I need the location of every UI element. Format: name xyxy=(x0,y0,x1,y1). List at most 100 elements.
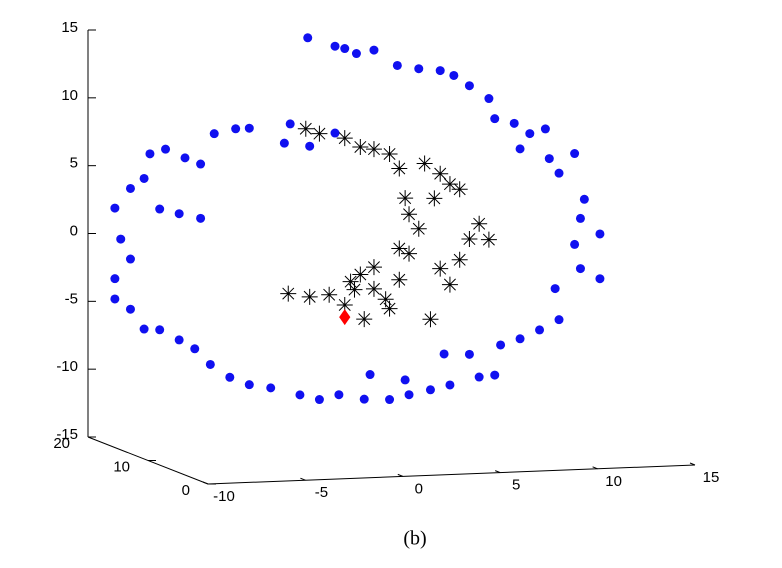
z-tick-label: 15 xyxy=(61,19,78,36)
z-tick-label: 5 xyxy=(70,155,78,172)
point xyxy=(330,41,340,51)
z-tick-label: 10 xyxy=(61,87,78,104)
point xyxy=(285,119,295,129)
point xyxy=(369,45,379,55)
x-tick-label: 0 xyxy=(415,480,423,497)
point xyxy=(303,33,313,43)
point xyxy=(231,124,241,134)
star-point xyxy=(471,215,488,232)
point xyxy=(595,274,605,284)
point xyxy=(515,334,525,344)
star-point xyxy=(336,296,353,313)
star-point xyxy=(381,300,398,317)
star-point xyxy=(432,165,449,182)
point xyxy=(116,234,126,244)
star-point xyxy=(422,311,439,328)
x-axis xyxy=(207,464,696,485)
point xyxy=(330,128,340,138)
x-tick xyxy=(300,477,306,481)
point xyxy=(575,264,585,274)
z-tick-label: -15 xyxy=(56,426,78,443)
point xyxy=(139,324,149,334)
point xyxy=(209,129,219,139)
point xyxy=(334,390,344,400)
point xyxy=(554,168,564,178)
point xyxy=(110,294,120,304)
star-point xyxy=(321,286,338,303)
point xyxy=(464,349,474,359)
star-point xyxy=(416,155,433,172)
star-point xyxy=(297,120,314,137)
x-tick xyxy=(689,462,696,466)
point xyxy=(174,335,184,345)
star-point xyxy=(280,285,297,302)
point xyxy=(490,114,500,124)
point xyxy=(484,94,494,104)
point xyxy=(365,370,375,380)
point xyxy=(464,81,474,91)
point xyxy=(180,153,190,163)
star-point xyxy=(441,276,458,293)
star-point xyxy=(451,251,468,268)
point xyxy=(174,209,184,219)
point xyxy=(414,64,424,74)
star-point xyxy=(451,181,468,198)
star-point xyxy=(365,280,382,297)
star-point xyxy=(461,231,478,248)
point xyxy=(161,144,171,154)
star-point xyxy=(365,141,382,158)
point xyxy=(435,66,445,76)
star-point xyxy=(391,160,408,177)
point xyxy=(305,141,315,151)
point xyxy=(595,229,605,239)
point xyxy=(244,380,254,390)
star-point xyxy=(480,231,497,248)
point xyxy=(314,395,324,405)
star-point xyxy=(391,240,408,257)
star-point xyxy=(365,259,382,276)
point xyxy=(525,129,535,139)
point xyxy=(196,213,206,223)
star-point xyxy=(381,145,398,162)
point xyxy=(474,372,484,382)
x-tick-label: 10 xyxy=(605,473,622,490)
point xyxy=(425,385,435,395)
point xyxy=(496,340,506,350)
point xyxy=(570,239,580,249)
star-point xyxy=(391,271,408,288)
star-point xyxy=(311,125,328,142)
point xyxy=(125,183,135,193)
point xyxy=(445,380,455,390)
point xyxy=(190,344,200,354)
point xyxy=(225,372,235,382)
x-tick-label: 15 xyxy=(703,469,720,486)
star-point xyxy=(377,291,394,308)
point xyxy=(540,124,550,134)
star-point xyxy=(352,138,369,155)
star-point xyxy=(346,281,363,298)
star-point xyxy=(432,260,449,277)
point xyxy=(279,138,289,148)
caption: (b) xyxy=(403,528,426,550)
star-point xyxy=(301,288,318,305)
point xyxy=(575,213,585,223)
point xyxy=(351,49,361,59)
point xyxy=(139,173,149,183)
point xyxy=(509,118,519,128)
point xyxy=(244,123,254,133)
point xyxy=(295,390,305,400)
point xyxy=(340,44,350,54)
x-tick-label: -10 xyxy=(213,488,235,505)
point xyxy=(196,159,206,169)
star-point xyxy=(441,176,458,193)
point xyxy=(550,284,560,294)
point xyxy=(579,194,589,204)
star-point xyxy=(356,311,373,328)
star-point xyxy=(352,266,369,283)
z-tick-label: -5 xyxy=(65,290,78,307)
point xyxy=(400,375,410,385)
point xyxy=(535,325,545,335)
diamond-point xyxy=(339,309,351,326)
